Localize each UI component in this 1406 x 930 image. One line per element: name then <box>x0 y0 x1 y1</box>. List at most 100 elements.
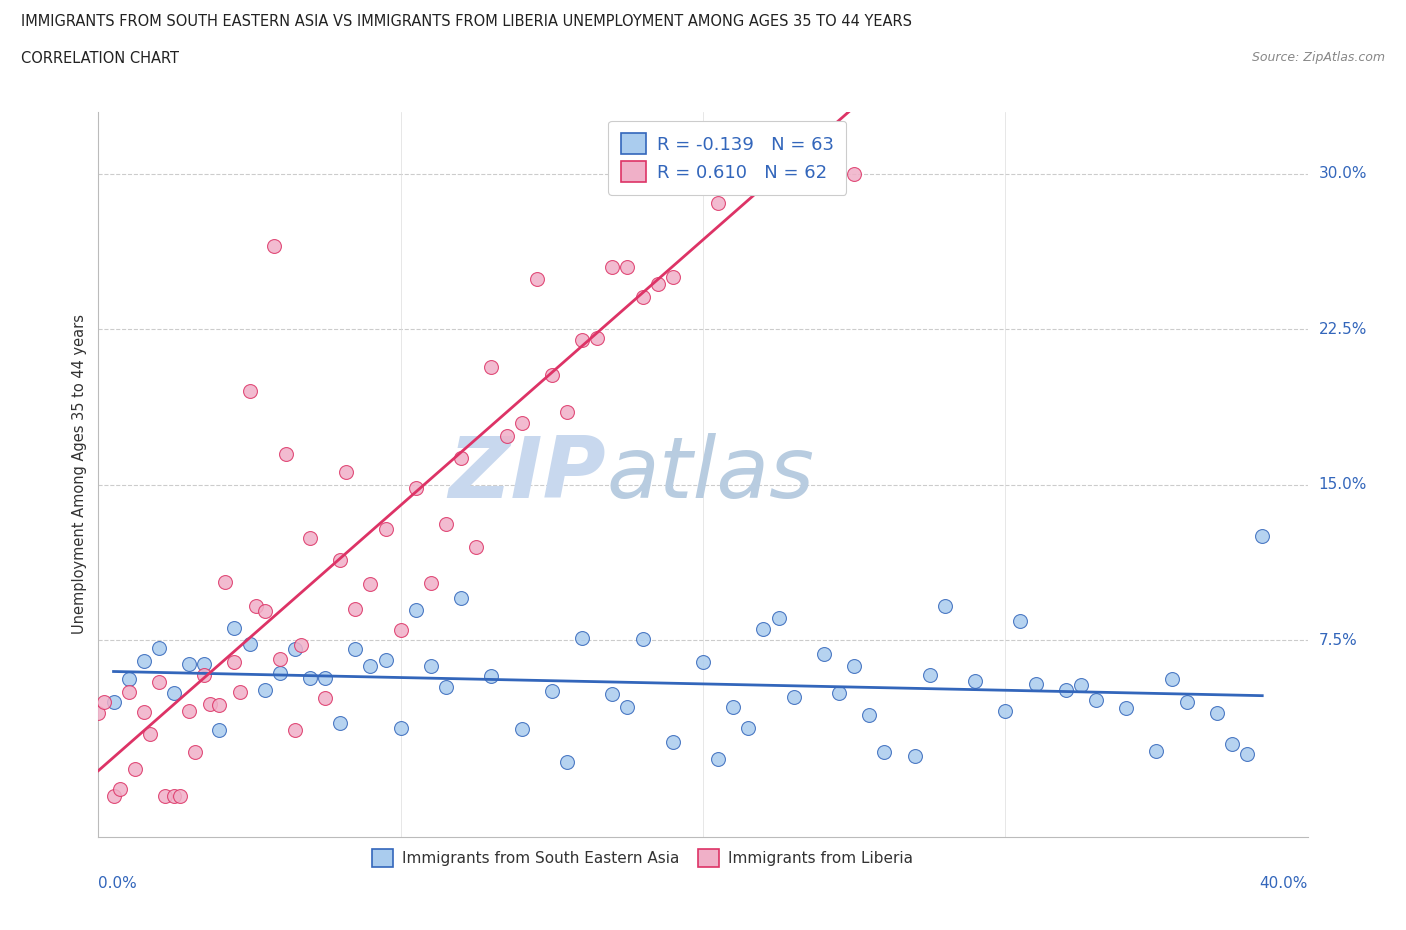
Text: atlas: atlas <box>606 432 814 516</box>
Point <box>269 666 291 681</box>
Point <box>1070 678 1092 693</box>
Point <box>723 700 745 715</box>
Point <box>571 332 593 347</box>
Point <box>269 651 291 666</box>
Point <box>389 622 412 637</box>
Point <box>661 270 683 285</box>
Point <box>200 697 222 711</box>
Point <box>692 654 714 669</box>
Point <box>329 552 352 567</box>
Point <box>1085 693 1108 708</box>
Point <box>828 685 851 700</box>
Point <box>103 695 125 710</box>
Point <box>1251 529 1274 544</box>
Point <box>153 788 176 803</box>
Point <box>118 671 141 686</box>
Point <box>752 621 775 636</box>
Point <box>1144 743 1167 758</box>
Text: 15.0%: 15.0% <box>1319 477 1367 492</box>
Point <box>631 289 654 304</box>
Point <box>405 603 427 618</box>
Point <box>214 574 236 589</box>
Point <box>858 708 880 723</box>
Point <box>179 704 201 719</box>
Point <box>374 653 396 668</box>
Point <box>434 516 457 531</box>
Point <box>374 522 396 537</box>
Point <box>148 674 170 689</box>
Point <box>420 576 443 591</box>
Point <box>253 683 276 698</box>
Point <box>844 658 866 673</box>
Text: Source: ZipAtlas.com: Source: ZipAtlas.com <box>1251 51 1385 64</box>
Point <box>510 416 533 431</box>
Point <box>1236 747 1258 762</box>
Point <box>87 705 110 720</box>
Point <box>1220 737 1243 751</box>
Text: 40.0%: 40.0% <box>1260 876 1308 891</box>
Point <box>163 788 186 803</box>
Point <box>299 531 322 546</box>
Point <box>844 166 866 181</box>
Point <box>169 788 191 803</box>
Point <box>108 781 131 796</box>
Legend: Immigrants from South Eastern Asia, Immigrants from Liberia: Immigrants from South Eastern Asia, Immi… <box>366 843 920 873</box>
Point <box>179 657 201 671</box>
Point <box>148 640 170 655</box>
Point <box>616 259 638 274</box>
Point <box>239 384 262 399</box>
Point <box>783 689 806 704</box>
Point <box>555 405 578 419</box>
Point <box>904 749 927 764</box>
Point <box>193 658 215 672</box>
Text: 7.5%: 7.5% <box>1319 632 1357 647</box>
Point <box>602 259 624 274</box>
Point <box>103 788 125 803</box>
Point <box>1054 683 1077 698</box>
Point <box>737 721 759 736</box>
Point <box>163 685 186 700</box>
Point <box>510 722 533 737</box>
Point <box>132 705 155 720</box>
Point <box>193 668 215 683</box>
Point <box>239 636 262 651</box>
Text: 30.0%: 30.0% <box>1319 166 1367 181</box>
Point <box>540 684 562 699</box>
Point <box>481 669 503 684</box>
Point <box>344 602 367 617</box>
Point <box>707 751 730 766</box>
Point <box>631 632 654 647</box>
Point <box>420 659 443 674</box>
Point <box>290 637 312 652</box>
Point <box>994 704 1017 719</box>
Point <box>314 690 336 705</box>
Point <box>284 642 307 657</box>
Point <box>571 631 593 645</box>
Point <box>274 446 297 461</box>
Point <box>495 429 517 444</box>
Text: 0.0%: 0.0% <box>98 876 138 891</box>
Point <box>555 755 578 770</box>
Point <box>1175 694 1198 709</box>
Point <box>752 166 775 181</box>
Point <box>253 604 276 618</box>
Point <box>93 695 115 710</box>
Point <box>676 166 699 181</box>
Y-axis label: Unemployment Among Ages 35 to 44 years: Unemployment Among Ages 35 to 44 years <box>72 314 87 634</box>
Text: IMMIGRANTS FROM SOUTH EASTERN ASIA VS IMMIGRANTS FROM LIBERIA UNEMPLOYMENT AMONG: IMMIGRANTS FROM SOUTH EASTERN ASIA VS IM… <box>21 14 912 29</box>
Point <box>647 277 669 292</box>
Point <box>263 239 285 254</box>
Point <box>245 599 267 614</box>
Point <box>965 673 987 688</box>
Point <box>450 451 472 466</box>
Point <box>450 591 472 605</box>
Point <box>465 539 488 554</box>
Point <box>540 368 562 383</box>
Point <box>526 272 548 286</box>
Point <box>918 668 941 683</box>
Point <box>768 611 790 626</box>
Point <box>389 721 412 736</box>
Point <box>813 166 835 181</box>
Point <box>299 671 322 685</box>
Point <box>783 166 806 181</box>
